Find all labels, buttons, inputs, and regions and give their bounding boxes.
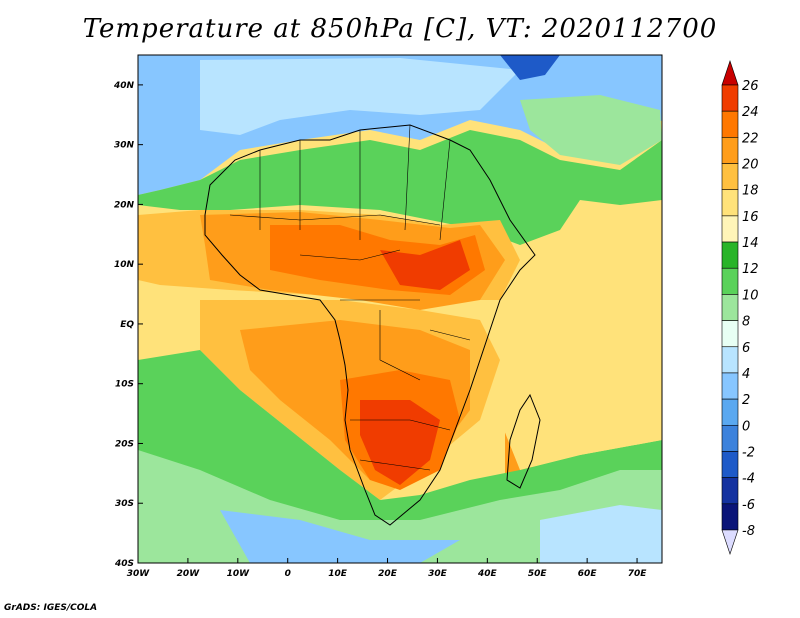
colorbar-swatch (721, 346, 739, 374)
colorbar-swatch (721, 294, 739, 321)
colorbar-label: 14 (742, 236, 759, 251)
colorbar-swatch (721, 398, 739, 426)
country-borders (229, 124, 471, 471)
colorbar-swatch (721, 189, 739, 217)
colorbar-swatch (721, 451, 739, 478)
plot-frame (137, 54, 663, 564)
southern-hottest (360, 400, 440, 485)
colorbar-label: -2 (742, 445, 755, 460)
colorbar-swatch (721, 137, 739, 164)
x-tick-label: 0 (285, 569, 291, 579)
x-tick-label: 50E (528, 569, 548, 579)
y-tick-label: 20S (115, 439, 134, 449)
x-tick-label: 30E (428, 569, 448, 579)
colorbar-min-arrow (721, 529, 739, 555)
y-tick-label: 40S (114, 559, 134, 569)
colorbar-label: 12 (742, 262, 759, 277)
x-tick-label: 20E (378, 569, 398, 579)
colorbar-label: 26 (742, 79, 759, 94)
colorbar-swatch (721, 503, 739, 531)
credit-text: GrADS: IGES/COLA (4, 603, 98, 613)
colorbar-max-arrow (721, 60, 739, 86)
colorbar-label: 0 (742, 419, 750, 434)
colorbar-label: 20 (742, 158, 759, 173)
y-tick-label: 40N (113, 81, 135, 91)
colorbar-swatch (721, 84, 739, 112)
colorbar-swatch (721, 215, 739, 243)
chart-title: Temperature at 850hPa [C], VT: 202011270… (82, 14, 718, 44)
colorbar-label: 18 (742, 184, 759, 199)
madagascar-coast (506, 393, 541, 489)
east-africa-hot (380, 240, 470, 290)
colorbar-label: -4 (742, 472, 755, 487)
y-tick-label: EQ (120, 320, 134, 330)
axis-ticks: 30W 20W 10W 0 10E 20E 30E 40E 50E 60E 70E 40N 30N 20N… (113, 81, 647, 579)
colorbar-label: 10 (742, 288, 759, 303)
x-tick-label: 30W (127, 569, 151, 579)
dark-cold-spot (500, 55, 560, 80)
x-tick-label: 10E (328, 569, 348, 579)
colorbar-label: 24 (742, 105, 759, 120)
y-tick-label: 30N (114, 141, 135, 151)
colorbar-label: 16 (742, 210, 759, 225)
colorbar-label: -6 (742, 498, 755, 513)
colorbar-swatch (721, 424, 739, 452)
colorbar-label: 8 (742, 315, 750, 330)
colorbar-label: 2 (742, 393, 750, 408)
x-tick-label: 60E (578, 569, 598, 579)
x-tick-label: 40E (477, 569, 498, 579)
colorbar-label: 4 (742, 367, 750, 382)
mideast-green (520, 95, 662, 165)
colorbar-swatch (721, 163, 739, 191)
colorbar-label: 6 (742, 341, 750, 356)
y-tick-label: 10S (115, 380, 134, 390)
colorbar-swatch (721, 372, 739, 400)
temperature-field (138, 55, 662, 563)
colorbar-swatch (721, 241, 739, 269)
south-pale (540, 505, 662, 563)
colorbar-swatch (721, 477, 739, 505)
x-tick-label: 10W (227, 569, 251, 579)
colorbar-swatch (721, 267, 739, 295)
colorbar-label: 22 (742, 131, 759, 146)
x-tick-label: 70E (628, 569, 648, 579)
y-tick-label: 10N (114, 260, 135, 270)
colorbar-swatch (721, 110, 739, 138)
south-blue (220, 510, 460, 563)
north-mid-band (200, 58, 520, 135)
colorbar-swatch (721, 320, 739, 348)
x-tick-label: 20W (177, 569, 201, 579)
y-tick-label: 30S (115, 499, 134, 509)
indian-ocean-warm (500, 260, 662, 470)
y-tick-label: 20N (114, 200, 135, 210)
north-green-band (138, 130, 662, 245)
colorbar-label: -8 (742, 524, 755, 539)
